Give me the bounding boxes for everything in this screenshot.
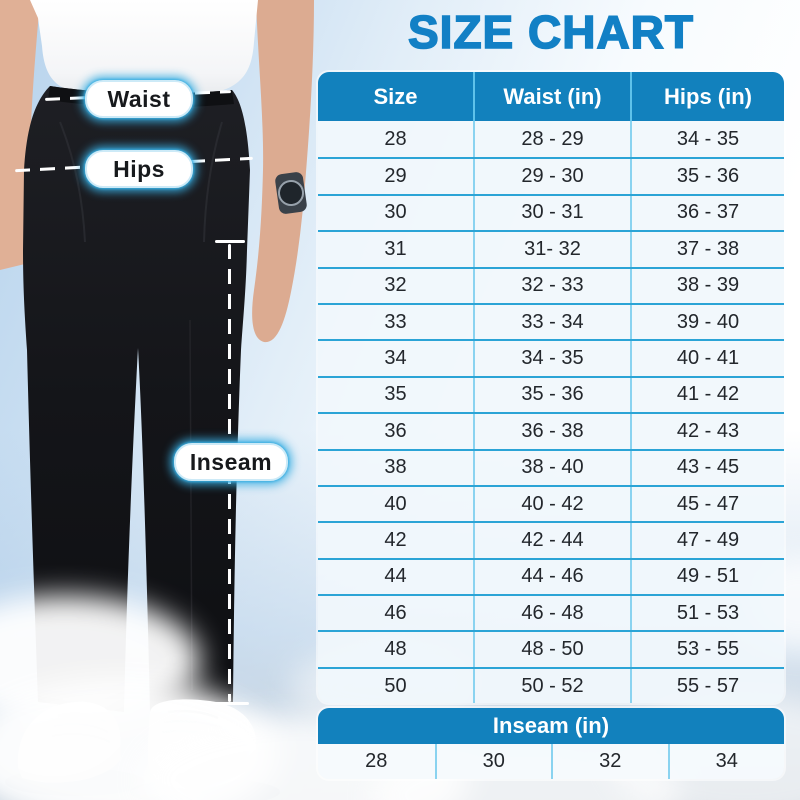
pants: [23, 86, 250, 712]
inseam-table: Inseam (in) 28 30 32 34: [318, 708, 784, 779]
table-row: 35 35 - 36 41 - 42: [318, 375, 784, 413]
table-row: 36 36 - 38 42 - 43: [318, 412, 784, 449]
table-cell: 30: [384, 201, 407, 224]
pocket-seam-right: [203, 121, 223, 243]
inseam-value-cell: 30: [434, 744, 552, 779]
column-header-waist: Waist (in): [473, 72, 630, 121]
table-cell: 39 - 40: [630, 304, 784, 340]
inseam-value-cell: 28: [365, 750, 388, 772]
table-row: 46 46 - 48 51 - 53: [318, 594, 784, 631]
table-cell: 49 - 51: [630, 559, 784, 595]
table-cell: 50 - 52: [473, 668, 630, 704]
inseam-line-top-cap: [215, 240, 245, 243]
size-table: Size Waist (in) Hips (in) 28 28 - 29 34 - …: [318, 72, 784, 704]
table-row: 32 32 - 33 38 - 39: [318, 266, 784, 303]
table-cell: 36 - 38: [473, 414, 630, 449]
table-cell: 29 - 30: [473, 159, 630, 194]
table-cell: 38 - 40: [473, 450, 630, 485]
table-row: 40 40 - 42 45 - 47: [318, 484, 784, 522]
table-row: 31 31- 32 37 - 38: [318, 230, 784, 267]
table-cell: 42 - 44: [473, 523, 630, 558]
table-cell: 36 - 37: [630, 195, 784, 231]
table-cell: 43 - 45: [630, 450, 784, 485]
table-cell: 48 - 50: [473, 632, 630, 667]
table-cell: 48: [384, 638, 407, 661]
inseam-line-bottom-cap: [213, 702, 249, 705]
table-row: 30 30 - 31 36 - 37: [318, 193, 784, 231]
table-cell: 37 - 38: [630, 232, 784, 267]
table-row: 44 44 - 46 49 - 51: [318, 557, 784, 595]
table-row: 42 42 - 44 47 - 49: [318, 521, 784, 558]
table-cell: 34 - 35: [473, 341, 630, 376]
table-cell: 28: [384, 127, 407, 150]
table-cell: 33: [384, 310, 407, 333]
table-cell: 32 - 33: [473, 268, 630, 303]
table-row: 28 28 - 29 34 - 35: [318, 121, 784, 158]
table-row: 29 29 - 30 35 - 36: [318, 157, 784, 194]
size-table-header-row: Size Waist (in) Hips (in): [318, 72, 784, 121]
right-arm: [252, 0, 314, 343]
table-cell: 40 - 41: [630, 341, 784, 376]
table-cell: 35 - 36: [473, 377, 630, 413]
table-cell: 34: [384, 347, 407, 370]
watch: [275, 172, 307, 214]
table-cell: 44 - 46: [473, 559, 630, 595]
table-row: 38 38 - 40 43 - 45: [318, 448, 784, 485]
table-cell: 53 - 55: [630, 632, 784, 667]
waist-label-pill: Waist: [85, 80, 193, 118]
table-cell: 29: [384, 165, 407, 188]
size-table-body: 28 28 - 29 34 - 35 29 29 - 30 35 - 36 30 30 - 3…: [318, 121, 784, 704]
table-row: 50 50 - 52 55 - 57: [318, 666, 784, 704]
table-cell: 35 - 36: [630, 159, 784, 194]
table-cell: 28 - 29: [473, 121, 630, 158]
table-cell: 35: [384, 383, 407, 406]
table-cell: 55 - 57: [630, 668, 784, 704]
inseam-table-header: Inseam (in): [318, 708, 784, 744]
table-row: 48 48 - 50 53 - 55: [318, 630, 784, 667]
table-cell: 45 - 47: [630, 486, 784, 522]
inseam-value-cell: 34: [667, 744, 785, 779]
table-cell: 42: [384, 528, 407, 551]
pocket-seam-left: [59, 121, 86, 243]
table-cell: 38: [384, 456, 407, 479]
t-shirt: [30, 0, 258, 98]
table-cell: 50: [384, 674, 407, 697]
table-cell: 30 - 31: [473, 195, 630, 231]
table-cell: 46: [384, 601, 407, 624]
page-title: SIZE CHART: [407, 5, 694, 59]
table-cell: 42 - 43: [630, 414, 784, 449]
table-cell: 36: [384, 419, 407, 442]
inseam-value-cell: 32: [551, 744, 668, 779]
table-cell: 31: [384, 237, 407, 260]
table-cell: 33 - 34: [473, 304, 630, 340]
table-cell: 47 - 49: [630, 523, 784, 558]
table-cell: 46 - 48: [473, 596, 630, 631]
table-cell: 44: [384, 565, 407, 588]
table-cell: 34 - 35: [630, 121, 784, 158]
table-cell: 32: [384, 274, 407, 297]
table-cell: 41 - 42: [630, 377, 784, 413]
table-row: 33 33 - 34 39 - 40: [318, 302, 784, 340]
table-cell: 40: [384, 492, 407, 515]
table-cell: 38 - 39: [630, 268, 784, 303]
column-header-hips: Hips (in): [630, 72, 784, 121]
column-header-size: Size: [373, 83, 418, 109]
inseam-label-pill: Inseam: [174, 443, 288, 481]
hips-label-pill: Hips: [85, 150, 193, 188]
table-cell: 40 - 42: [473, 486, 630, 522]
inseam-values: 28 30 32 34: [318, 744, 784, 779]
table-cell: 31- 32: [473, 232, 630, 267]
table-cell: 51 - 53: [630, 596, 784, 631]
table-row: 34 34 - 35 40 - 41: [318, 339, 784, 376]
